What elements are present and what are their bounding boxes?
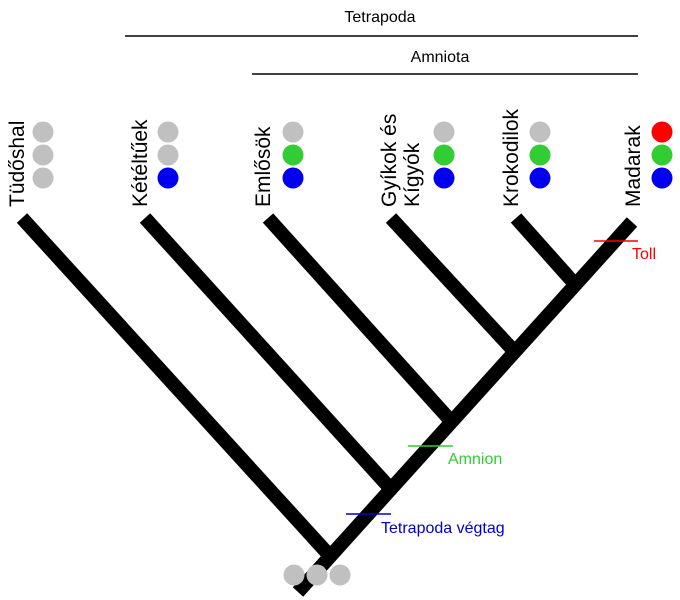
toll-label: Toll bbox=[632, 246, 656, 263]
trait-dot-blue bbox=[529, 167, 551, 189]
branch-gyikok bbox=[385, 213, 519, 355]
root-dot-gray bbox=[306, 564, 328, 586]
trait-dot-gray bbox=[282, 121, 304, 143]
trait-dot-gray bbox=[433, 121, 455, 143]
taxon-label-madarak: Madarak bbox=[622, 125, 645, 207]
trait-dot-gray bbox=[157, 144, 179, 166]
trait-dot-green bbox=[651, 144, 673, 166]
trait-dot-blue bbox=[433, 167, 455, 189]
trait-dots bbox=[32, 121, 673, 586]
trait-dot-gray bbox=[32, 144, 54, 166]
trait-dot-gray bbox=[157, 121, 179, 143]
trait-dot-blue bbox=[282, 167, 304, 189]
trait-dot-green bbox=[433, 144, 455, 166]
branch-tudoshal bbox=[16, 213, 336, 561]
trait-dot-green bbox=[529, 144, 551, 166]
trait-dot-gray bbox=[529, 121, 551, 143]
taxon-label-keteltuek: Kétéltűek bbox=[129, 119, 152, 207]
taxon-label-emlosok: Emlősök bbox=[252, 126, 275, 207]
taxon-label-krokodilok: Krokodilok bbox=[500, 108, 523, 207]
amnion-label: Amnion bbox=[448, 451, 502, 468]
tetrapoda-label: Tetrapoda bbox=[344, 9, 415, 26]
trait-dot-red bbox=[651, 121, 673, 143]
tetrapoda-vegtag-label: Tetrapoda végtag bbox=[381, 520, 505, 537]
tree-branches bbox=[16, 213, 638, 597]
taxon-label-tudoshal: Tüdőshal bbox=[6, 121, 29, 207]
root-dot-gray bbox=[283, 564, 305, 586]
branch-emlosok bbox=[262, 213, 456, 425]
taxon-label-gyikok-line2: Kígyók bbox=[401, 142, 424, 207]
taxon-labels: Tüdőshal Kétéltűek Emlősök Gyíkok és Kíg… bbox=[6, 108, 645, 207]
taxon-label-gyikok-line1: Gyíkok és bbox=[378, 114, 401, 207]
trait-dot-blue bbox=[157, 167, 179, 189]
trait-dot-gray bbox=[32, 121, 54, 143]
trait-dot-blue bbox=[651, 167, 673, 189]
amniota-label: Amniota bbox=[411, 49, 470, 66]
trait-dot-gray bbox=[32, 167, 54, 189]
main-trunk bbox=[292, 217, 638, 597]
branch-krokodilok bbox=[510, 213, 579, 287]
root-dot-gray bbox=[329, 564, 351, 586]
trait-dot-green bbox=[282, 144, 304, 166]
branch-keteltuek bbox=[139, 213, 395, 492]
